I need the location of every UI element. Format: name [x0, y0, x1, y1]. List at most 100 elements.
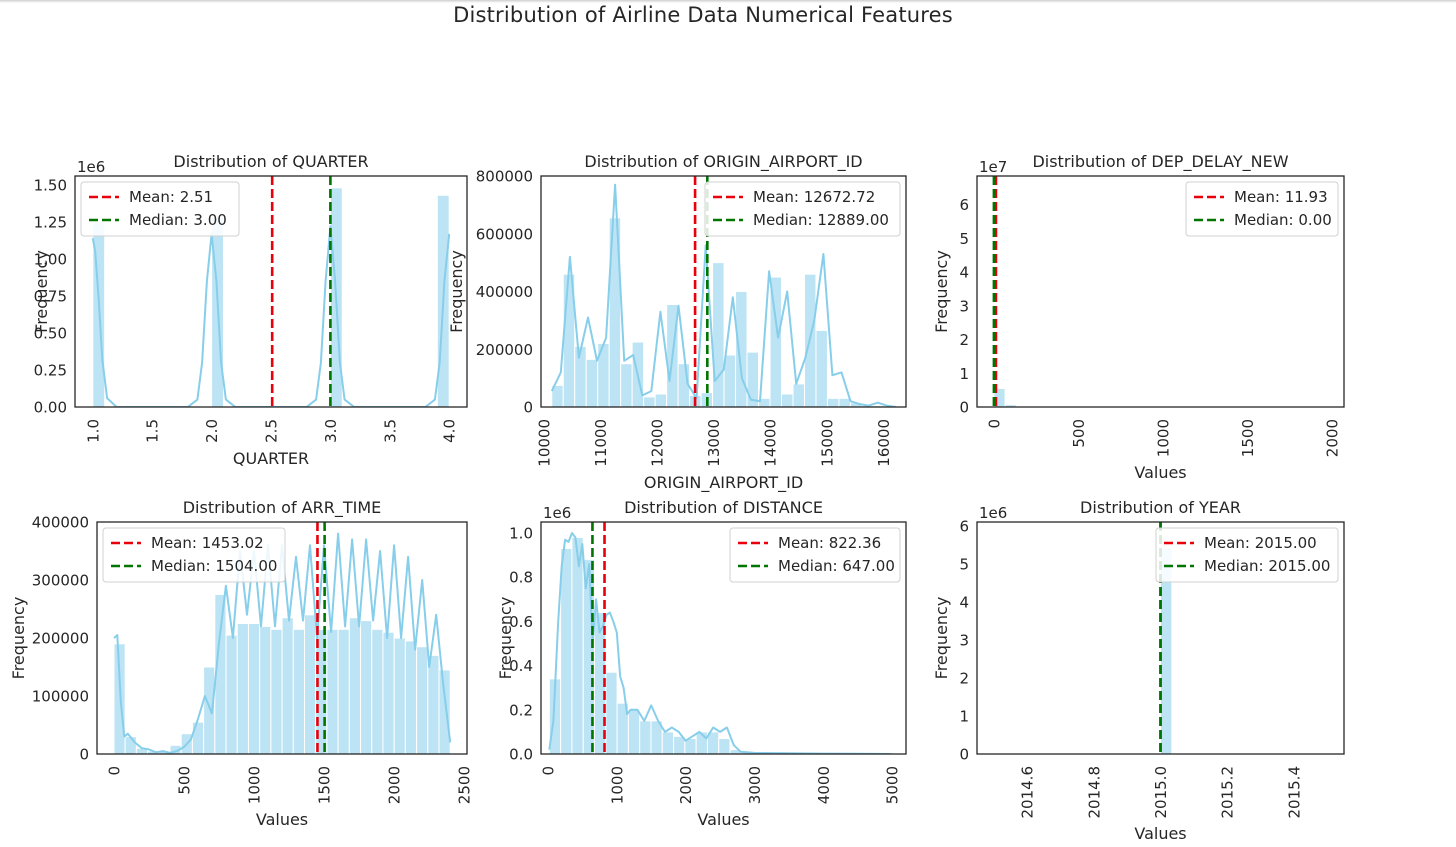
histogram-bar — [643, 396, 656, 407]
histogram-bar — [838, 397, 851, 407]
subplot-6: Distribution of YEAR 1e6 0 1 2 3 4 5 6 2014.6 2014… — [932, 498, 1345, 843]
y-tick-label: 1 — [959, 707, 969, 725]
x-tick-label: 2015.2 — [1219, 766, 1237, 819]
y-tick-label: 0.00 — [34, 399, 67, 417]
y-tick-label: 4 — [959, 264, 969, 282]
subplot-2: Distribution of ORIGIN_AIRPORT_ID 0 200000… — [447, 152, 907, 493]
y-tick-label: 200000 — [32, 630, 89, 648]
legend-mean-label: Mean: 2015.00 — [1204, 534, 1317, 552]
histogram-bar — [382, 631, 395, 754]
x-tick-label: 3000 — [746, 766, 764, 804]
kde-line — [113, 532, 452, 754]
y-tick-label: 0.75 — [34, 287, 67, 305]
kde-line — [91, 225, 451, 407]
histogram-bar — [746, 351, 760, 407]
legend-box — [1155, 527, 1339, 583]
y-tick-label: 300000 — [32, 572, 89, 590]
y-axis-label: Frequency — [932, 597, 951, 680]
y-tick-label: 100000 — [32, 688, 89, 706]
histogram-bar — [404, 640, 418, 754]
legend-median-label: Median: 0.00 — [1234, 211, 1332, 229]
plot-area — [550, 176, 897, 407]
y-tick-label: 0 — [959, 399, 969, 417]
histogram-bar — [270, 628, 283, 754]
y-tick-label: 0 — [959, 746, 969, 764]
x-tick-label: 1000 — [245, 766, 263, 804]
subplot-5: Distribution of DISTANCE 1e6 0.0 0.2 0.4 0.6 0… — [496, 498, 907, 829]
x-tick-label: 2.5 — [263, 419, 281, 443]
x-tick-label: 2014.6 — [1019, 766, 1037, 819]
legend: Mean: 12672.72 Median: 12889.00 — [704, 181, 901, 237]
y-tick-label: 0.2 — [509, 701, 533, 719]
histogram-bar — [281, 617, 294, 754]
legend-box — [729, 527, 901, 583]
y-offset-text: 1e6 — [543, 504, 571, 522]
x-tick-label: 500 — [1070, 419, 1088, 448]
legend-box — [102, 527, 286, 583]
legend-median-label: Median: 3.00 — [129, 211, 227, 229]
y-axis-label: Frequency — [932, 250, 951, 333]
subplot-1: Distribution of QUARTER 1e6 0.00 0.25 0.50 0.… — [32, 152, 468, 468]
histogram-bar — [718, 738, 731, 754]
y-tick-label: 1.0 — [509, 525, 533, 543]
subplot-title: Distribution of QUARTER — [173, 152, 368, 171]
y-tick-label: 0.4 — [509, 657, 533, 675]
y-tick-label: 5 — [959, 555, 969, 573]
x-axis-label: Values — [1134, 463, 1186, 482]
x-tick-label: 2015.4 — [1285, 766, 1303, 819]
y-tick-label: 600000 — [476, 225, 533, 243]
x-tick-label: 13000 — [705, 419, 723, 467]
legend-box — [704, 181, 901, 237]
y-axis-label: Frequency — [447, 250, 466, 333]
figure-title: Distribution of Airline Data Numerical F… — [453, 3, 953, 27]
subplot-title: Distribution of DISTANCE — [624, 498, 823, 517]
histogram-bar — [769, 276, 783, 407]
x-tick-label: 2015.0 — [1152, 766, 1170, 819]
kde-line — [548, 532, 892, 754]
histogram-bar — [661, 731, 675, 754]
y-tick-label: 0.8 — [509, 569, 533, 587]
x-tick-label: 11000 — [592, 419, 610, 467]
histogram-bar — [605, 671, 618, 754]
histogram-bar — [792, 383, 805, 407]
histogram-bar — [416, 646, 429, 754]
y-tick-label: 0.6 — [509, 613, 533, 631]
subplot-title: Distribution of YEAR — [1080, 498, 1241, 517]
legend: Mean: 1453.02 Median: 1504.00 — [102, 527, 286, 583]
x-tick-label: 0 — [105, 766, 123, 776]
legend: Mean: 822.36 Median: 647.00 — [729, 527, 901, 583]
legend-median-label: Median: 2015.00 — [1204, 557, 1330, 575]
kde-line — [550, 183, 896, 407]
y-tick-label: 1.50 — [34, 176, 67, 194]
y-tick-label: 200000 — [476, 341, 533, 359]
x-tick-label: 14000 — [762, 419, 780, 467]
x-axis-label: QUARTER — [233, 449, 309, 468]
plot-area — [992, 176, 1107, 407]
legend-mean-label: Mean: 1453.02 — [151, 534, 264, 552]
y-axis-label: Frequency — [496, 597, 515, 680]
x-axis-label: ORIGIN_AIRPORT_ID — [644, 473, 803, 493]
legend-median-label: Median: 12889.00 — [753, 211, 889, 229]
y-tick-label: 2 — [959, 331, 969, 349]
y-offset-text: 1e6 — [77, 158, 105, 176]
x-tick-label: 1.0 — [84, 419, 102, 443]
y-tick-label: 5 — [959, 230, 969, 248]
plot-frame — [74, 175, 468, 408]
plot-area — [548, 522, 892, 754]
legend-mean-label: Mean: 12672.72 — [753, 188, 875, 206]
y-tick-label: 1.00 — [34, 250, 67, 268]
y-tick-label: 0 — [79, 746, 89, 764]
y-tick-label: 4 — [959, 593, 969, 611]
y-tick-label: 0.0 — [509, 746, 533, 764]
x-axis-label: Values — [256, 810, 308, 829]
histogram-bar — [303, 614, 317, 754]
histogram-bar — [826, 397, 840, 407]
x-tick-label: 0 — [539, 766, 557, 776]
histogram-bar — [712, 262, 725, 407]
plot-frame — [976, 521, 1345, 755]
subplot-3: Distribution of DEP_DELAY_NEW 1e7 0 1 2 3 4 5 6 0… — [932, 152, 1345, 482]
y-tick-label: 400000 — [476, 283, 533, 301]
x-tick-label: 1000 — [1155, 419, 1173, 457]
legend-box — [80, 181, 240, 237]
y-tick-label: 1.25 — [34, 213, 67, 231]
